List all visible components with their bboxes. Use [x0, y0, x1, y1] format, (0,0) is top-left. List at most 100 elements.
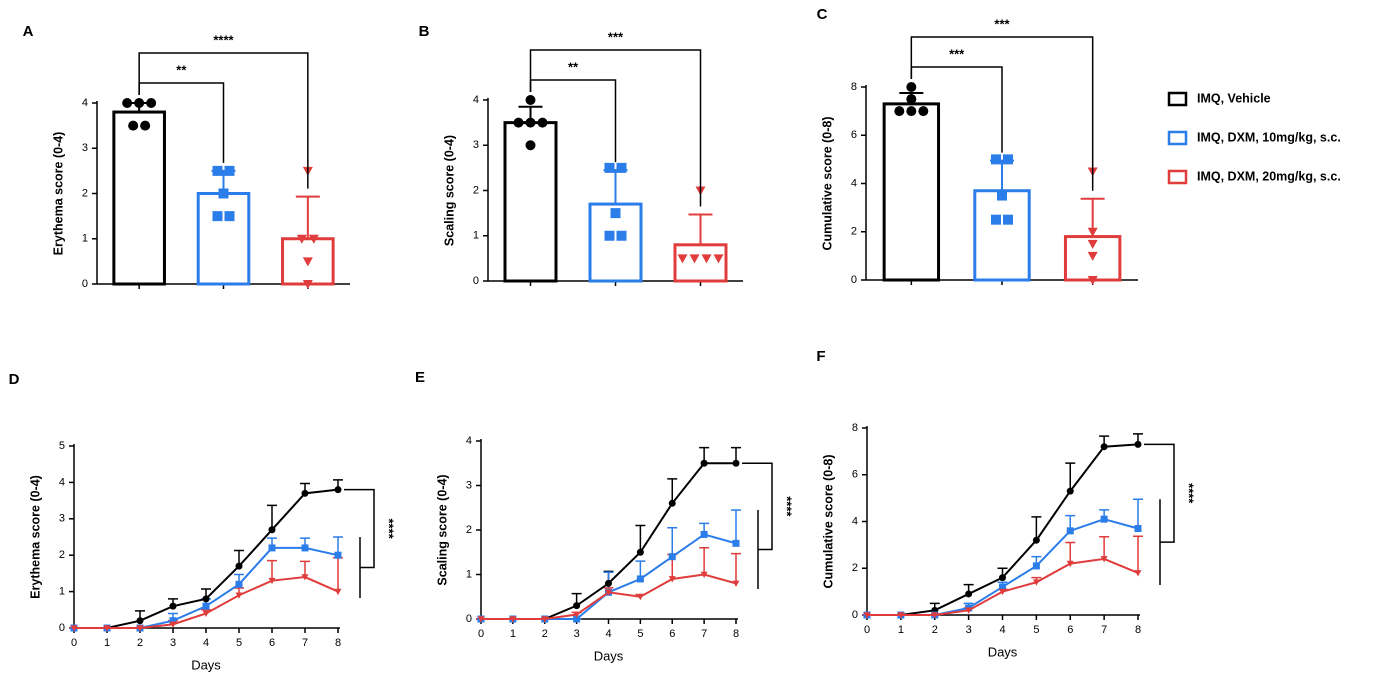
error-bar [635, 524, 646, 553]
marker [334, 486, 342, 494]
panel-label: D [9, 371, 20, 388]
x-tick-label: 0 [478, 628, 484, 640]
marker [897, 612, 905, 619]
significance-label: ** [568, 59, 579, 74]
panel-label: A [23, 23, 34, 40]
error-bar [1065, 541, 1076, 564]
y-tick-label: 0 [59, 622, 65, 634]
x-tick-label: 8 [1135, 624, 1141, 636]
significance-label: **** [213, 32, 234, 47]
significance-label: *** [994, 16, 1010, 31]
x-tick-label: 3 [170, 637, 176, 649]
significance-bracket [344, 488, 375, 598]
x-tick-label: 4 [203, 637, 209, 649]
error-bar [1133, 535, 1143, 573]
marker [668, 576, 676, 583]
x-tick-label: 7 [701, 628, 707, 640]
marker [128, 120, 139, 131]
y-tick-label: 2 [473, 184, 479, 196]
marker [906, 106, 917, 117]
marker [701, 254, 712, 264]
marker [573, 602, 581, 610]
marker [302, 280, 313, 289]
marker [268, 577, 276, 585]
marker [268, 526, 276, 534]
y-tick-label: 4 [466, 435, 472, 447]
y-tick-label: 4 [59, 476, 65, 488]
marker [1032, 562, 1040, 570]
marker [1087, 276, 1098, 285]
y-tick-label: 8 [852, 422, 858, 434]
marker [991, 154, 1001, 165]
x-tick-label: 1 [104, 637, 110, 649]
marker [218, 188, 229, 199]
significance-bracket [1144, 443, 1175, 585]
y-axis-label: Scaling score (0-4) [442, 135, 456, 246]
x-tick-label: 6 [1067, 624, 1073, 636]
error-bar [731, 509, 741, 544]
legend-label: IMQ, DXM, 10mg/kg, s.c. [1197, 130, 1341, 144]
x-tick-label: 2 [137, 637, 143, 649]
y-tick-label: 6 [851, 129, 857, 141]
significance-bracket [138, 52, 309, 189]
x-axis-label: Days [594, 648, 624, 663]
x-tick-label: 4 [605, 628, 611, 640]
significance-label: **** [382, 518, 397, 539]
marker [202, 610, 210, 617]
error-bar [731, 552, 741, 584]
marker [604, 230, 615, 241]
marker [1134, 525, 1142, 533]
marker [732, 539, 740, 547]
bar [882, 102, 941, 282]
y-tick-label: 4 [851, 177, 857, 189]
significance-label: ** [176, 62, 187, 77]
marker [224, 165, 235, 176]
y-tick-label: 8 [851, 81, 857, 93]
marker [999, 574, 1006, 582]
x-tick-label: 1 [510, 628, 516, 640]
marker [301, 489, 309, 497]
marker [906, 94, 917, 105]
marker [334, 551, 342, 559]
y-tick-label: 2 [59, 549, 65, 561]
marker [906, 82, 917, 92]
y-tick-label: 4 [852, 515, 858, 527]
x-tick-label: 4 [999, 624, 1005, 636]
x-axis-label: Days [191, 657, 221, 672]
marker [965, 607, 973, 614]
y-tick-label: 0 [473, 275, 479, 287]
y-tick-label: 3 [473, 139, 479, 151]
bar [973, 189, 1031, 282]
error-bar [1099, 535, 1110, 559]
marker [308, 234, 319, 244]
marker [605, 589, 612, 596]
x-tick-label: 2 [542, 628, 548, 640]
marker [1100, 443, 1108, 451]
marker [525, 95, 536, 105]
marker [136, 625, 144, 632]
bar [673, 243, 728, 283]
marker [894, 106, 905, 117]
marker [525, 140, 536, 151]
marker [732, 459, 740, 467]
marker [122, 98, 133, 108]
y-tick-label: 3 [82, 142, 88, 154]
marker [616, 162, 627, 173]
x-tick-label: 6 [669, 628, 675, 640]
significance-label: *** [608, 29, 624, 44]
marker [169, 602, 177, 610]
marker [513, 117, 524, 128]
marker [573, 611, 581, 619]
marker [202, 595, 210, 603]
marker [689, 254, 700, 264]
y-tick-label: 0 [852, 609, 858, 621]
marker [991, 214, 1001, 225]
marker [235, 562, 243, 570]
marker [931, 612, 939, 619]
marker [146, 98, 157, 108]
marker [700, 459, 708, 467]
x-tick-label: 7 [1101, 624, 1107, 636]
significance-label: *** [949, 46, 965, 61]
